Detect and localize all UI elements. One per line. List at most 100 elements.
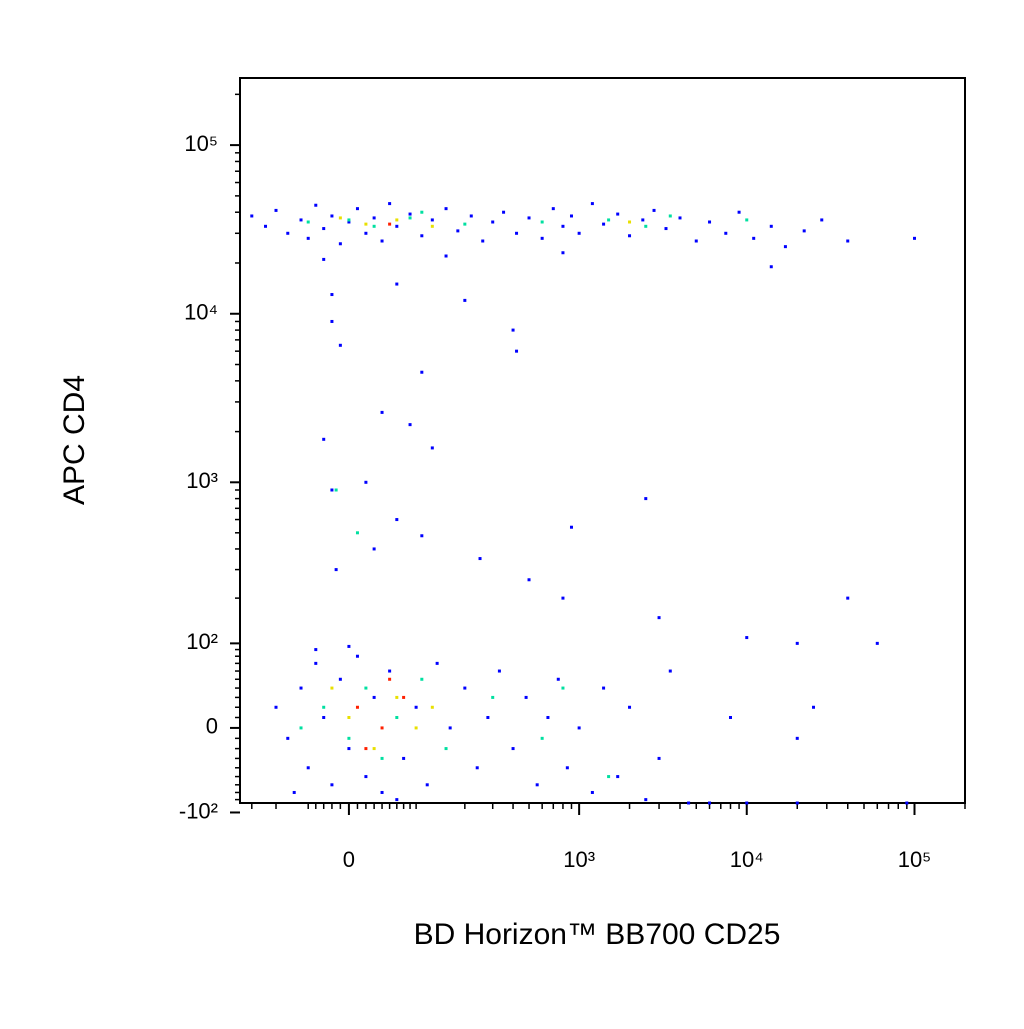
point <box>913 236 917 240</box>
point <box>322 227 326 231</box>
point <box>590 790 594 794</box>
point <box>334 568 338 572</box>
point <box>334 488 338 492</box>
point <box>425 783 429 787</box>
point <box>338 242 342 246</box>
point <box>338 677 342 681</box>
point <box>846 596 850 600</box>
point <box>435 661 439 665</box>
point <box>347 736 351 740</box>
point <box>820 218 824 222</box>
point <box>306 766 310 770</box>
point <box>402 756 406 760</box>
point <box>590 202 594 206</box>
point <box>652 208 656 212</box>
point <box>347 218 351 222</box>
point <box>408 423 412 427</box>
point <box>540 236 544 240</box>
point <box>395 224 399 228</box>
point <box>565 766 569 770</box>
point <box>330 488 334 492</box>
point <box>769 224 773 228</box>
point <box>569 214 573 218</box>
point <box>364 222 368 226</box>
point <box>644 798 648 802</box>
point <box>322 257 326 261</box>
point <box>322 715 326 719</box>
point <box>380 790 384 794</box>
point <box>372 216 376 220</box>
point <box>486 715 490 719</box>
point <box>388 202 392 206</box>
point <box>355 531 359 535</box>
point <box>475 766 479 770</box>
point <box>515 231 519 235</box>
point <box>745 218 749 222</box>
point <box>607 775 611 779</box>
point <box>388 677 392 681</box>
y-tick-label: 10⁵ <box>184 131 218 156</box>
point <box>795 641 799 645</box>
point <box>314 648 318 652</box>
y-tick-label: 10⁴ <box>184 300 218 325</box>
point <box>602 686 606 690</box>
point <box>420 534 424 538</box>
point <box>444 747 448 751</box>
point <box>561 224 565 228</box>
point <box>395 715 399 719</box>
point <box>274 705 278 709</box>
point <box>395 798 399 802</box>
point <box>364 775 368 779</box>
point <box>668 669 672 673</box>
point <box>752 236 756 240</box>
point <box>414 705 418 709</box>
x-tick-label: 10⁵ <box>898 847 932 872</box>
point <box>657 616 661 620</box>
point <box>355 654 359 658</box>
point <box>628 705 632 709</box>
point <box>299 686 303 690</box>
y-axis-label: APC CD4 <box>58 375 91 505</box>
point <box>616 775 620 779</box>
point <box>527 578 531 582</box>
point <box>546 715 550 719</box>
point <box>668 214 672 218</box>
x-axis-label: BD Horizon™ BB700 CD25 <box>414 918 781 951</box>
point <box>430 705 434 709</box>
point <box>511 328 515 332</box>
point <box>347 715 351 719</box>
point <box>330 783 334 787</box>
point <box>469 214 473 218</box>
point <box>481 239 485 243</box>
point <box>875 641 879 645</box>
point <box>491 220 495 224</box>
point <box>338 216 342 220</box>
point <box>286 736 290 740</box>
point <box>380 239 384 243</box>
point <box>430 224 434 228</box>
point <box>314 203 318 207</box>
point <box>802 229 806 233</box>
point <box>463 298 467 302</box>
point <box>448 726 452 730</box>
point <box>355 705 359 709</box>
point <box>430 446 434 450</box>
point <box>274 208 278 212</box>
point <box>577 726 581 730</box>
point <box>527 216 531 220</box>
point <box>745 636 749 640</box>
point <box>322 705 326 709</box>
x-tick-label: 0 <box>343 847 355 872</box>
point <box>338 343 342 347</box>
point <box>355 207 359 211</box>
point <box>395 695 399 699</box>
point <box>408 212 412 216</box>
y-tick-label: 0 <box>206 714 218 739</box>
point <box>556 677 560 681</box>
point <box>264 224 268 228</box>
point <box>314 661 318 665</box>
point <box>641 218 645 222</box>
point <box>380 726 384 730</box>
point <box>524 695 528 699</box>
